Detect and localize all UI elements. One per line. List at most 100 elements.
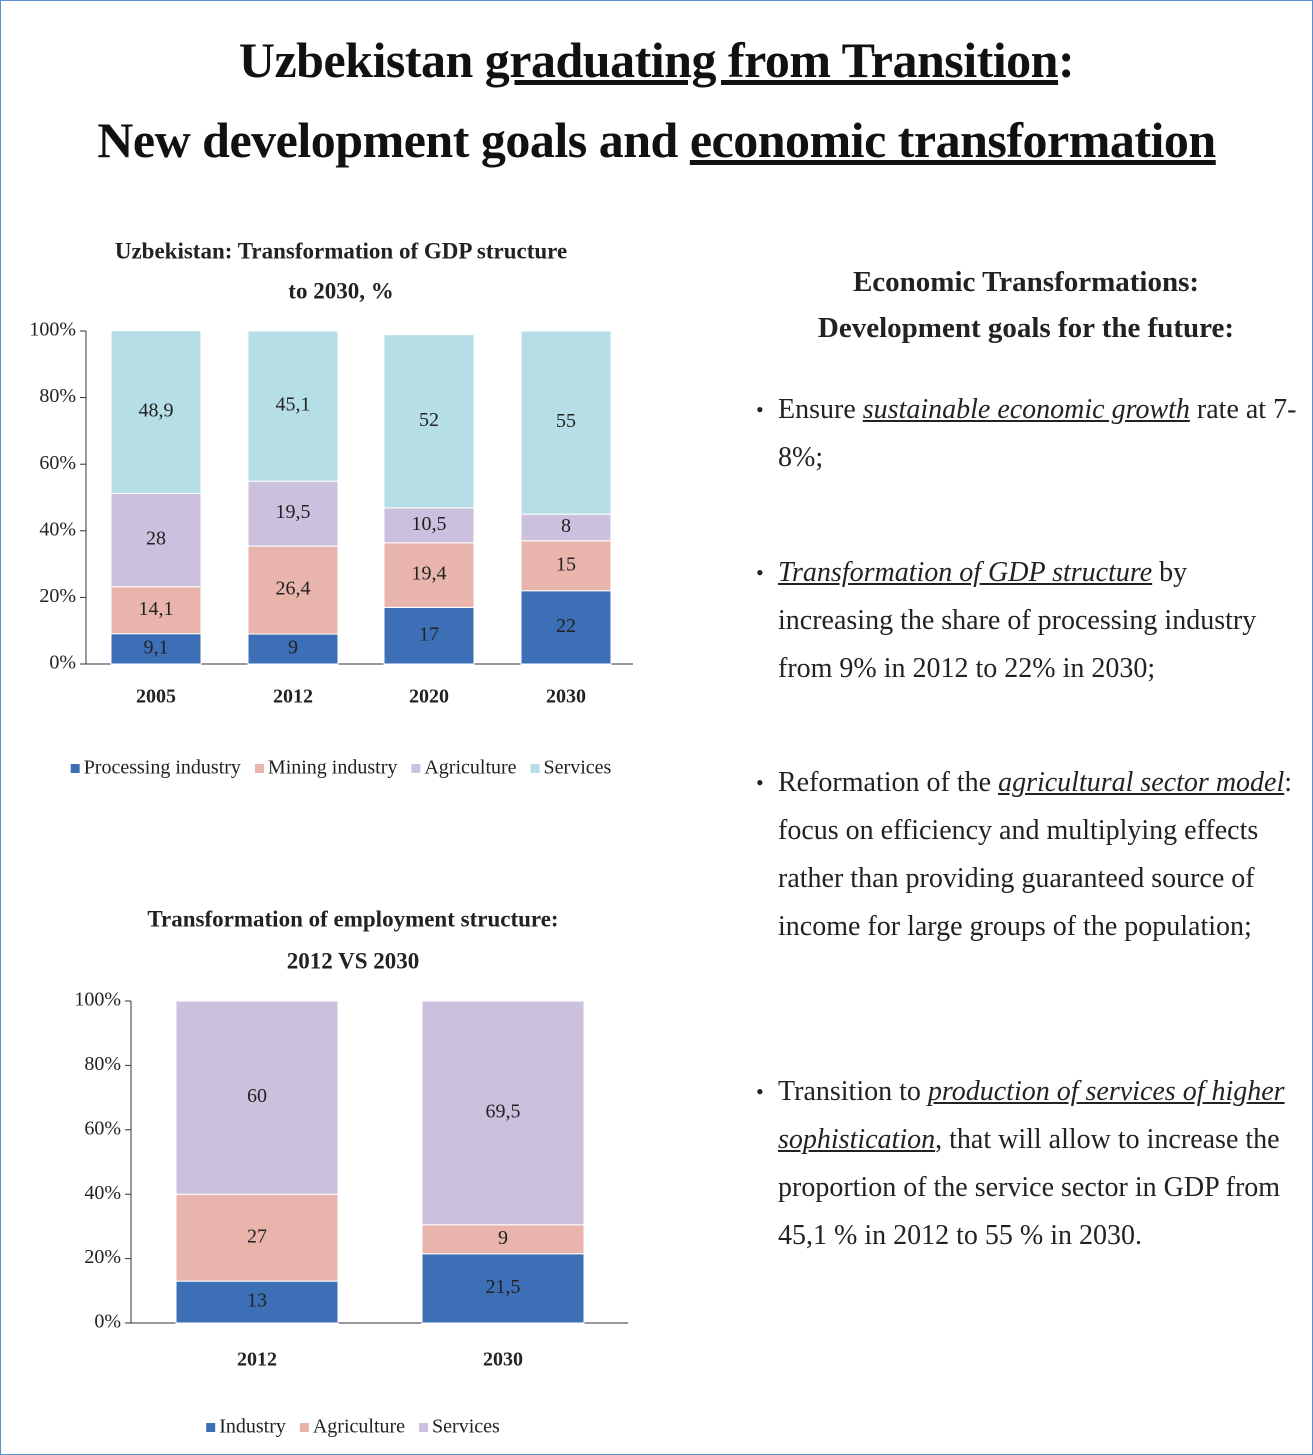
y-tick-label: 80%	[39, 385, 76, 407]
legend-swatch	[254, 764, 264, 773]
goal-text: agricultural sector model	[998, 767, 1285, 798]
bar-segment	[520, 513, 612, 542]
legend-swatch	[419, 1423, 429, 1432]
goal-text: by increasing the share of processing in…	[778, 557, 1257, 684]
goals-heading: Economic Transformations: Development go…	[741, 259, 1311, 351]
bar-segment	[383, 334, 475, 509]
data-label: 8	[561, 515, 571, 537]
bar-segment	[520, 590, 612, 665]
goal-text: sustainable economic growth	[862, 394, 1190, 425]
goal-bullet: Ensure sustainable economic growth rate …	[756, 386, 1301, 482]
data-label: 17	[419, 623, 439, 645]
chart-title: Transformation of employment structure:	[147, 906, 558, 931]
data-label: 28	[146, 528, 166, 550]
bar-segment	[520, 540, 612, 592]
y-tick-label: 100%	[29, 319, 76, 341]
data-label: 55	[556, 410, 576, 432]
bar-segment	[247, 545, 339, 635]
x-tick-label: 2020	[409, 686, 449, 708]
data-label: 52	[419, 409, 439, 431]
goal-text: Ensure	[778, 394, 856, 425]
legend-label: Services	[432, 1416, 500, 1438]
data-label: 15	[556, 553, 576, 575]
goal-bullet: Transformation of GDP structure by incre…	[756, 549, 1301, 693]
slide-title-line: Uzbekistan graduating from Transition:	[1, 31, 1312, 89]
bar-segment	[383, 507, 475, 544]
bar-segment	[175, 1193, 339, 1282]
y-tick-label: 60%	[84, 1117, 121, 1139]
goal-bullet: Reformation of the agricultural sector m…	[756, 759, 1301, 951]
bar-segment	[421, 1000, 585, 1226]
y-tick-label: 0%	[49, 652, 76, 674]
chart-title: to 2030, %	[288, 278, 393, 303]
legend-swatch	[70, 764, 80, 773]
y-tick-label: 80%	[84, 1053, 121, 1075]
bar-segment	[175, 1000, 339, 1195]
data-label: 19,5	[276, 501, 311, 523]
title-part: graduating from Transition	[484, 32, 1059, 88]
legend-swatch	[299, 1423, 309, 1432]
title-part: economic transformation	[689, 112, 1216, 168]
bar-segment	[383, 606, 475, 665]
x-tick-label: 2012	[237, 1349, 277, 1371]
goal-text: production of services of higher sophist…	[778, 1076, 1285, 1155]
bar-segment	[247, 330, 339, 482]
heading-line: Economic Transformations:	[852, 266, 1200, 298]
data-label: 14,1	[139, 598, 174, 620]
goal-bullet: Transition to production of services of …	[756, 1068, 1301, 1260]
x-tick-label: 2005	[136, 686, 176, 708]
legend-swatch	[206, 1423, 216, 1432]
legend: Processing industry Mining industry Agricu…	[70, 757, 612, 779]
data-label: 13	[247, 1290, 267, 1312]
data-label: 60	[247, 1085, 267, 1107]
goal-text: rate at 7-8%;	[778, 394, 1297, 473]
bar-segment	[175, 1280, 339, 1324]
slide-title-line: New development goals and economic trans…	[1, 111, 1312, 169]
data-label: 21,5	[486, 1276, 521, 1298]
legend-label: Industry	[219, 1416, 286, 1438]
y-tick-label: 100%	[74, 989, 121, 1011]
y-tick-label: 40%	[84, 1182, 121, 1204]
chart-title: 2012 VS 2030	[287, 948, 420, 973]
data-label: 19,4	[412, 563, 447, 585]
goal-text: Transformation of GDP structure	[778, 557, 1153, 588]
legend-label: Processing industry	[84, 757, 241, 779]
legend-label: Agriculture	[313, 1416, 405, 1438]
chart-title: Uzbekistan: Transformation of GDP struct…	[115, 238, 567, 263]
y-tick-label: 60%	[39, 452, 76, 474]
y-tick-label: 0%	[94, 1311, 121, 1333]
bar-segment	[247, 633, 339, 665]
legend-label: Mining industry	[268, 757, 397, 779]
data-label: 9	[288, 637, 298, 659]
bar-segment	[421, 1253, 585, 1324]
bar-segment	[421, 1224, 585, 1255]
bar-segment	[110, 586, 202, 635]
bar-segment	[110, 633, 202, 665]
heading-line: Development goals for the future:	[817, 312, 1235, 344]
y-tick-label: 20%	[84, 1246, 121, 1268]
data-label: 48,9	[139, 400, 174, 422]
goal-text: : focus on efficiency and multiplying ef…	[778, 767, 1293, 942]
x-tick-label: 2012	[273, 686, 313, 708]
goal-text: Transition to	[778, 1076, 921, 1107]
y-tick-label: 20%	[39, 585, 76, 607]
data-label: 10,5	[412, 513, 447, 535]
legend-label: Agriculture	[424, 757, 516, 779]
bar-segment	[247, 480, 339, 547]
data-label: 9	[498, 1227, 508, 1249]
legend: Industry Agriculture Services	[206, 1416, 500, 1438]
goal-text: , that will allow to increase the propor…	[778, 1124, 1281, 1251]
legend-label: Services	[544, 757, 612, 779]
title-part: New development goals and	[97, 112, 678, 168]
data-label: 26,4	[276, 578, 311, 600]
title-part: :	[1057, 32, 1075, 88]
bar-segment	[110, 493, 202, 588]
bar-segment	[520, 330, 612, 515]
y-tick-label: 40%	[39, 518, 76, 540]
data-label: 27	[247, 1225, 267, 1247]
title-part: Uzbekistan	[238, 32, 473, 88]
data-label: 45,1	[276, 394, 311, 416]
bar-segment	[110, 330, 202, 495]
